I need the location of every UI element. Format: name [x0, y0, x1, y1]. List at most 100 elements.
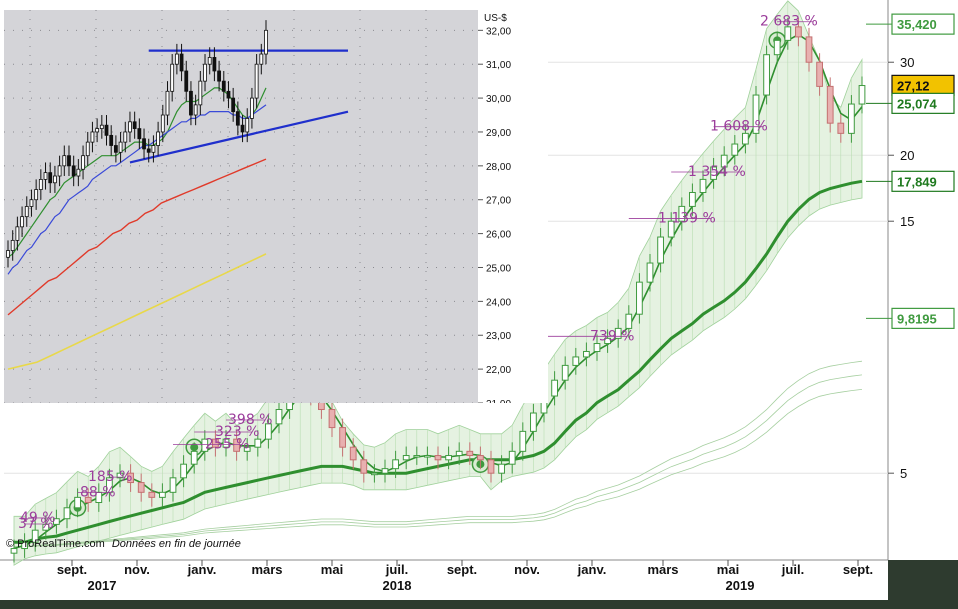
candle-body — [826, 85, 834, 124]
price-badges: 35,420 27,12 25,074 17,849 9,8195 — [866, 13, 955, 329]
inset-y-tick-label: 28,00 — [486, 162, 511, 173]
inset-y-tick-label: 27,00 — [486, 196, 511, 207]
inset-candle-body — [10, 239, 15, 251]
price-badge-label: 35,420 — [897, 17, 937, 32]
annotation-label: 1 608 % — [710, 119, 768, 135]
inset-y-axis-ticks: 32,00 31,00 30,00 29,00 28,00 27,00 26,00 25,00… — [478, 26, 511, 403]
candle-body — [222, 438, 230, 448]
price-badge-label: 9,8195 — [897, 311, 937, 326]
inset-candle-body — [76, 168, 81, 177]
candle-body — [74, 496, 81, 509]
candle-body — [190, 450, 198, 465]
inset-ma-slow-line — [7, 158, 267, 316]
candle-body — [625, 313, 633, 329]
inset-candle-body — [90, 131, 95, 143]
x-tick-label: juil. — [385, 562, 408, 577]
inset-candle-body — [15, 226, 20, 241]
x-tick-label: nov. — [124, 562, 150, 577]
inset-candle-body — [254, 63, 259, 99]
inset-candle-body — [123, 131, 128, 143]
inset-candle-body — [189, 90, 193, 116]
candle-body — [402, 455, 410, 461]
candle-body — [477, 455, 484, 461]
long-term-average-line — [14, 360, 863, 547]
x-year-label: 2018 — [383, 578, 412, 593]
x-tick-label: sept. — [447, 562, 477, 577]
inset-candle-body — [151, 145, 156, 153]
annotation-label: 37 % — [18, 516, 54, 532]
inset-candle-body — [193, 104, 198, 116]
candle-body — [455, 450, 463, 457]
candle-body — [169, 477, 177, 493]
candle-body — [201, 438, 209, 452]
candle-body — [265, 423, 272, 440]
inset-candle-body — [53, 175, 57, 184]
candle-body — [31, 529, 39, 543]
inset-candle-body — [20, 216, 24, 228]
candle-body — [689, 191, 696, 207]
candle-body — [371, 472, 378, 476]
credit-source: © ProRealTime.com — [6, 538, 105, 550]
candle-body — [116, 472, 124, 479]
inset-y-axis-panel — [478, 10, 548, 403]
annotation-label: 255 % — [205, 437, 249, 453]
candle-body — [392, 459, 399, 470]
inset-candle-body — [67, 155, 71, 167]
candle-body — [858, 85, 866, 105]
inset-candle-body — [198, 80, 203, 106]
y-tick-label: 30 — [900, 55, 914, 70]
candle-body — [519, 430, 527, 452]
inset-candle-body — [62, 155, 67, 167]
candle-body — [466, 450, 474, 457]
annotation-label: 2 683 % — [760, 14, 818, 30]
candle-body — [349, 446, 357, 461]
inset-candle-body — [38, 178, 43, 190]
candle-body — [339, 427, 346, 448]
candle-body — [10, 548, 18, 554]
candle-body — [148, 491, 156, 498]
candle-body — [508, 450, 516, 465]
x-tick-label: mai — [717, 562, 739, 577]
inset-candle-body — [250, 97, 254, 119]
inset-candle-body — [137, 128, 142, 140]
x-year-label: 2017 — [88, 578, 117, 593]
annotation-label: 398 % — [228, 412, 272, 428]
y-axis-ticks: 5 15 20 30 — [888, 55, 914, 481]
x-tick-label: juil. — [781, 562, 804, 577]
candle-body — [667, 220, 675, 238]
x-axis-panel — [0, 560, 888, 600]
long-term-average-line — [14, 389, 863, 548]
candle-body — [551, 379, 558, 397]
candle-body — [837, 122, 845, 134]
inset-ma-200-line — [7, 253, 267, 370]
credit-note: Données en fin de journée — [112, 538, 241, 550]
inset-candle-body — [99, 124, 104, 129]
inset-y-tick-label: 26,00 — [486, 230, 511, 241]
inset-candle-body — [235, 111, 240, 126]
candle-body — [180, 463, 187, 479]
candle-body — [254, 438, 262, 448]
inset-candle-body — [118, 141, 123, 153]
candle-body — [381, 468, 389, 474]
inset-candle-body — [226, 90, 231, 99]
inset-candle-body — [264, 29, 268, 55]
candle-body — [731, 143, 739, 156]
inset-candle-body — [132, 121, 137, 129]
candle-body — [21, 541, 28, 550]
candle-body — [84, 496, 92, 504]
inset-candle-body — [203, 63, 207, 82]
annotation-label: 1 354 % — [688, 164, 746, 180]
inset-candlestick-series — [6, 20, 268, 268]
price-badge-label: 25,074 — [897, 96, 938, 111]
annotation-label: 88 % — [80, 485, 116, 501]
candle-body — [657, 236, 664, 264]
inset-candle-body — [179, 53, 184, 72]
x-tick-label: mars — [647, 562, 678, 577]
inset-y-tick-label: 31,00 — [486, 60, 511, 71]
inset-y-tick-label: 22,00 — [486, 365, 511, 376]
inset-candle-body — [174, 53, 179, 65]
inset-candle-body — [95, 128, 100, 133]
inset-candle-body — [29, 199, 34, 207]
candle-body — [445, 455, 452, 461]
candle-body — [646, 262, 654, 283]
